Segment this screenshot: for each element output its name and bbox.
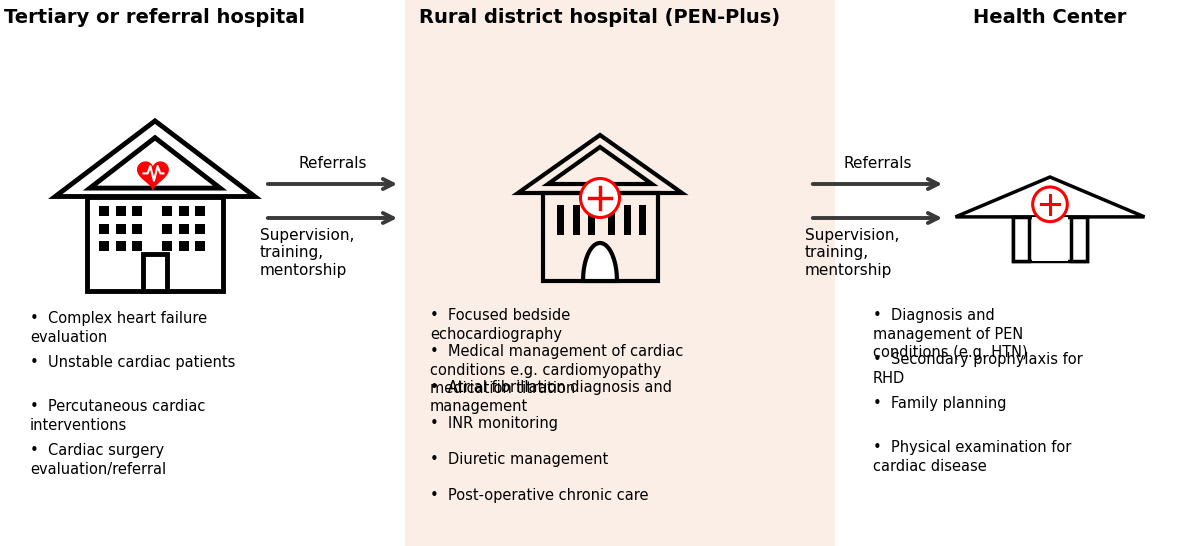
Polygon shape: [115, 241, 126, 251]
Polygon shape: [572, 205, 580, 235]
Polygon shape: [132, 206, 142, 216]
Polygon shape: [115, 206, 126, 216]
Polygon shape: [194, 241, 205, 251]
Polygon shape: [179, 241, 188, 251]
Polygon shape: [1013, 217, 1030, 261]
Polygon shape: [132, 241, 142, 251]
Polygon shape: [144, 254, 167, 291]
Text: •  Physical examination for
cardiac disease: • Physical examination for cardiac disea…: [874, 440, 1072, 473]
FancyBboxPatch shape: [406, 0, 835, 546]
Text: •  Medical management of cardiac
conditions e.g. cardiomyopathy
medication titra: • Medical management of cardiac conditio…: [430, 344, 683, 396]
Polygon shape: [194, 206, 205, 216]
Polygon shape: [138, 162, 168, 189]
Text: •  Focused bedside
echocardiography: • Focused bedside echocardiography: [430, 308, 570, 342]
Text: •  INR monitoring: • INR monitoring: [430, 416, 558, 431]
Polygon shape: [100, 206, 109, 216]
Text: •  Percutaneous cardiac
interventions: • Percutaneous cardiac interventions: [30, 399, 205, 432]
Polygon shape: [100, 224, 109, 234]
Circle shape: [1033, 187, 1067, 222]
Text: Referrals: Referrals: [844, 156, 912, 171]
Polygon shape: [194, 224, 205, 234]
Polygon shape: [624, 205, 630, 235]
Polygon shape: [583, 243, 617, 281]
Polygon shape: [179, 206, 188, 216]
Text: Supervision,
training,
mentorship: Supervision, training, mentorship: [805, 228, 899, 278]
Text: Referrals: Referrals: [299, 156, 367, 171]
Circle shape: [581, 179, 619, 217]
Polygon shape: [608, 205, 616, 235]
Text: Tertiary or referral hospital: Tertiary or referral hospital: [5, 8, 306, 27]
Text: •  Family planning: • Family planning: [874, 396, 1007, 411]
Text: •  Diuretic management: • Diuretic management: [430, 452, 608, 467]
Text: •  Secondary prophylaxis for
RHD: • Secondary prophylaxis for RHD: [874, 352, 1082, 385]
Text: •  Post-operative chronic care: • Post-operative chronic care: [430, 488, 648, 503]
Polygon shape: [162, 206, 173, 216]
Polygon shape: [162, 224, 173, 234]
Text: •  Cardiac surgery
evaluation/referral: • Cardiac surgery evaluation/referral: [30, 443, 166, 477]
Text: Rural district hospital (PEN-Plus): Rural district hospital (PEN-Plus): [420, 8, 780, 27]
Polygon shape: [1072, 217, 1087, 261]
Text: Health Center: Health Center: [973, 8, 1127, 27]
Polygon shape: [132, 224, 142, 234]
Polygon shape: [588, 205, 595, 235]
Polygon shape: [162, 241, 173, 251]
Polygon shape: [1032, 217, 1068, 261]
Text: •  Complex heart failure
evaluation: • Complex heart failure evaluation: [30, 311, 208, 345]
Text: •  Atrial fibrillation diagnosis and
management: • Atrial fibrillation diagnosis and mana…: [430, 380, 672, 414]
Polygon shape: [640, 205, 646, 235]
Polygon shape: [179, 224, 188, 234]
Polygon shape: [557, 205, 564, 235]
Text: •  Diagnosis and
management of PEN
conditions (e.g. HTN): • Diagnosis and management of PEN condit…: [874, 308, 1027, 360]
Polygon shape: [115, 224, 126, 234]
Polygon shape: [100, 241, 109, 251]
Text: Supervision,
training,
mentorship: Supervision, training, mentorship: [260, 228, 354, 278]
Text: •  Unstable cardiac patients: • Unstable cardiac patients: [30, 355, 235, 370]
